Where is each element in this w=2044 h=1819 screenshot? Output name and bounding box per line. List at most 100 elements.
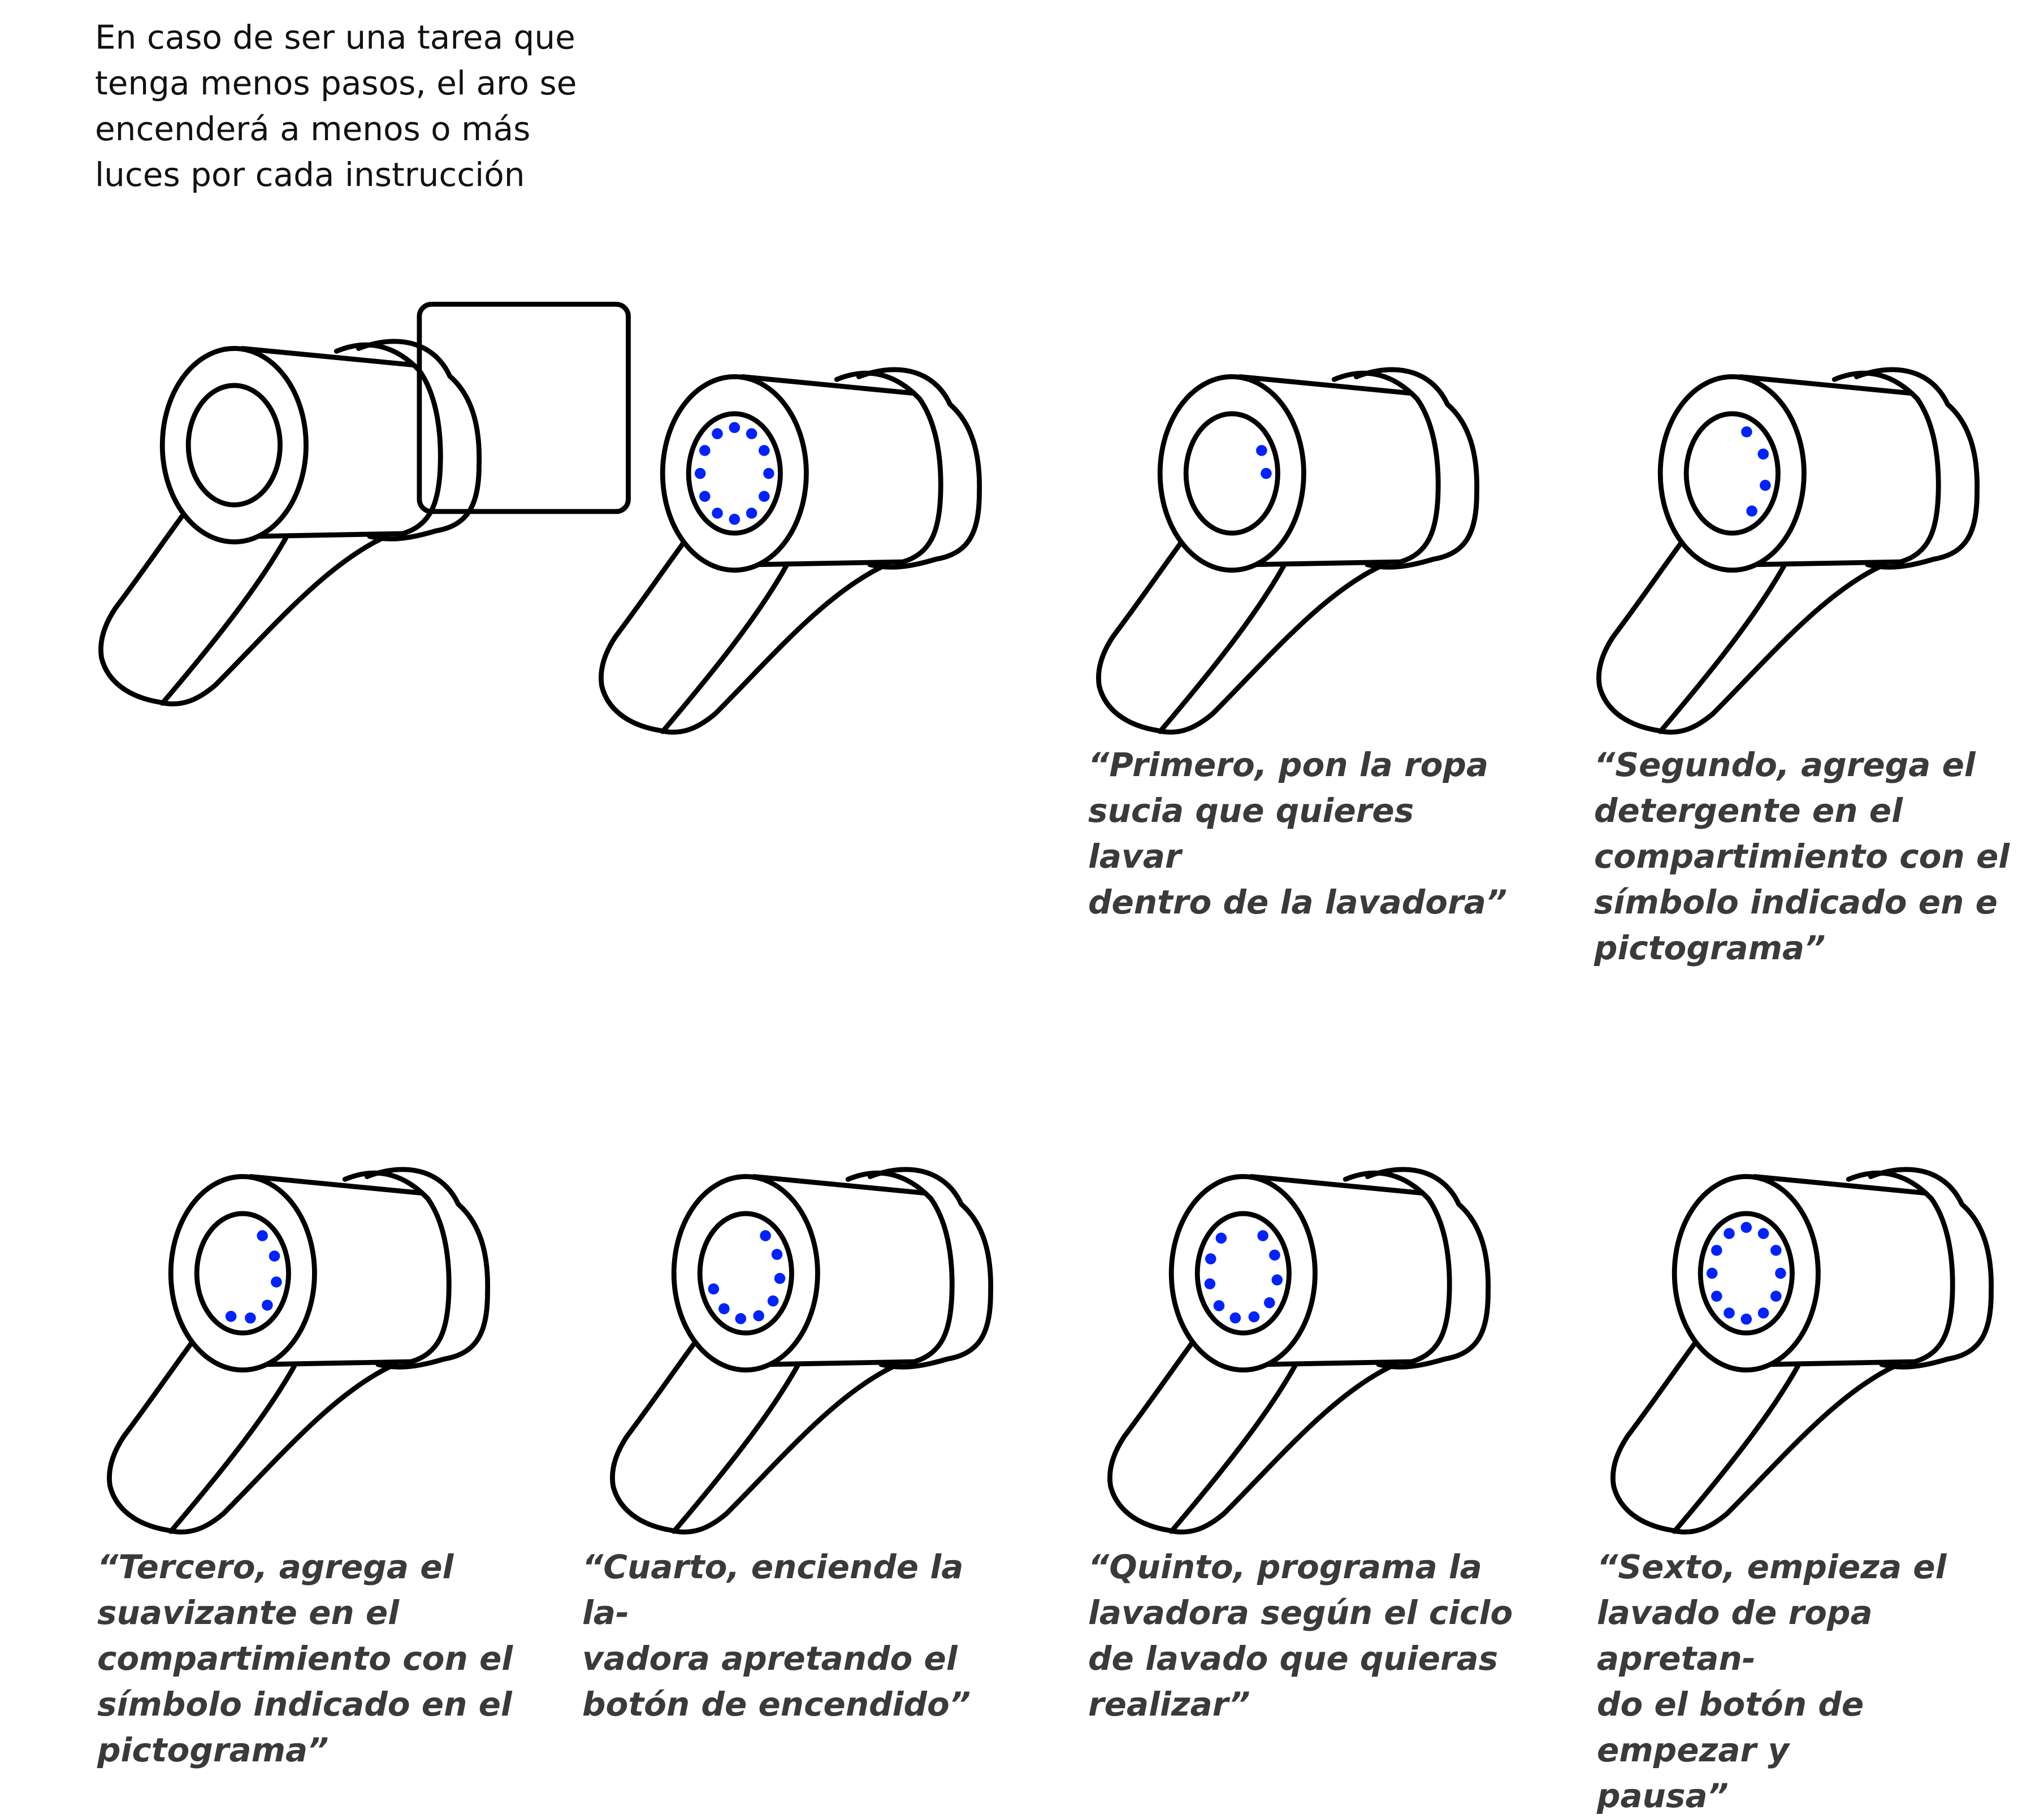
device-step-1 bbox=[1091, 294, 1588, 780]
caption-step-2: “Segundo, agrega el detergente en el com… bbox=[1594, 746, 2010, 967]
front-ring bbox=[1183, 411, 1280, 536]
device-step-6 bbox=[1605, 1094, 2044, 1580]
back-rim-inner bbox=[1831, 370, 1941, 565]
cylinder-body bbox=[1237, 374, 1414, 568]
handle-seam bbox=[1168, 1362, 1298, 1534]
front-face bbox=[1168, 1174, 1318, 1373]
led-dot bbox=[760, 1230, 771, 1241]
front-ring bbox=[1697, 1211, 1795, 1336]
led-dot bbox=[257, 1230, 268, 1241]
handle bbox=[107, 1312, 397, 1535]
led-dot bbox=[269, 1250, 280, 1262]
device-illustration bbox=[610, 1167, 994, 1535]
cylinder-body bbox=[751, 1174, 928, 1367]
cylinder-body bbox=[740, 374, 917, 568]
back-rim bbox=[356, 339, 482, 542]
device-illustration bbox=[107, 1167, 491, 1535]
handle-seam bbox=[660, 562, 790, 734]
cylinder-body bbox=[1738, 374, 1915, 568]
led-dot bbox=[1746, 505, 1757, 517]
cylinder-body bbox=[1249, 1174, 1426, 1367]
led-dot bbox=[1711, 1290, 1722, 1302]
back-rim bbox=[1868, 1167, 1994, 1370]
front-face bbox=[1157, 374, 1306, 573]
led-dot bbox=[1757, 448, 1769, 460]
cylinder-body bbox=[1752, 1174, 1929, 1367]
front-ring bbox=[194, 1211, 291, 1336]
device-step-3 bbox=[102, 1094, 599, 1580]
led-dot bbox=[1706, 1267, 1718, 1279]
led-dot bbox=[1257, 1230, 1268, 1241]
back-rim-inner bbox=[1846, 1170, 1955, 1365]
back-rim bbox=[1854, 367, 1980, 570]
handle bbox=[1096, 512, 1387, 735]
front-face bbox=[1671, 1174, 1821, 1373]
front-face bbox=[671, 1174, 820, 1373]
led-dot bbox=[1740, 1313, 1752, 1325]
front-face bbox=[168, 1174, 317, 1373]
led-dot bbox=[1757, 1228, 1769, 1240]
device-illustration bbox=[1096, 367, 1480, 735]
device-illustration bbox=[599, 367, 982, 735]
handle-seam bbox=[159, 534, 289, 706]
back-rim bbox=[1353, 367, 1480, 570]
front-ring bbox=[1683, 411, 1781, 536]
led-dot bbox=[1213, 1300, 1225, 1311]
led-dot bbox=[729, 422, 740, 434]
front-ring bbox=[697, 1211, 794, 1336]
front-ring bbox=[185, 383, 283, 508]
back-rim bbox=[867, 1167, 994, 1370]
led-dot bbox=[1723, 1228, 1735, 1240]
led-dot bbox=[699, 445, 711, 456]
led-dot bbox=[1215, 1232, 1227, 1244]
led-dot bbox=[1711, 1245, 1722, 1256]
handle bbox=[1610, 1312, 1901, 1535]
front-face bbox=[660, 374, 809, 573]
led-dot bbox=[712, 508, 723, 519]
led-dot bbox=[718, 1303, 730, 1315]
handle bbox=[599, 512, 889, 735]
led-dot bbox=[774, 1272, 786, 1284]
led-dot bbox=[1256, 445, 1267, 456]
handle bbox=[98, 484, 389, 707]
led-dot bbox=[1757, 1307, 1769, 1319]
handle-seam bbox=[1157, 562, 1287, 734]
led-dot bbox=[1770, 1290, 1782, 1302]
led-dot bbox=[771, 1249, 783, 1260]
back-rim-inner bbox=[834, 370, 943, 565]
back-rim-inner bbox=[1343, 1170, 1452, 1365]
handle bbox=[1107, 1312, 1398, 1535]
led-dot bbox=[1264, 1297, 1275, 1309]
led-dot bbox=[753, 1310, 764, 1322]
led-dot bbox=[1248, 1311, 1260, 1323]
back-rim-inner bbox=[334, 342, 443, 536]
led-dot bbox=[1770, 1245, 1782, 1256]
back-rim bbox=[364, 1167, 491, 1370]
device-step-5 bbox=[1102, 1094, 1600, 1580]
led-dot bbox=[767, 1295, 779, 1307]
wall-plate bbox=[417, 301, 631, 514]
back-rim bbox=[856, 367, 982, 570]
led-dot bbox=[1760, 479, 1771, 491]
device-step-4 bbox=[605, 1094, 1102, 1580]
caption-step-5: “Quinto, programa la lavadora según el c… bbox=[1088, 1548, 1513, 1723]
led-dot bbox=[262, 1300, 273, 1311]
front-ring bbox=[686, 411, 783, 536]
led-dot bbox=[1261, 467, 1272, 479]
back-rim-inner bbox=[1331, 370, 1441, 565]
led-dot bbox=[759, 491, 770, 502]
caption-step-6: “Sexto, empieza el lavado de ropa apreta… bbox=[1597, 1548, 1947, 1815]
led-dot bbox=[694, 467, 706, 479]
front-face bbox=[159, 346, 309, 545]
led-dot bbox=[699, 491, 711, 502]
back-rim-inner bbox=[342, 1170, 452, 1365]
led-dot bbox=[1269, 1249, 1280, 1261]
back-rim-inner bbox=[845, 1170, 955, 1365]
cylinder-body bbox=[240, 346, 417, 539]
device-base-with-wall-plate bbox=[93, 266, 631, 752]
handle-seam bbox=[671, 1362, 801, 1534]
front-face bbox=[1657, 374, 1807, 573]
handle bbox=[610, 1312, 900, 1535]
led-dot bbox=[712, 428, 723, 440]
led-dot bbox=[746, 428, 757, 440]
